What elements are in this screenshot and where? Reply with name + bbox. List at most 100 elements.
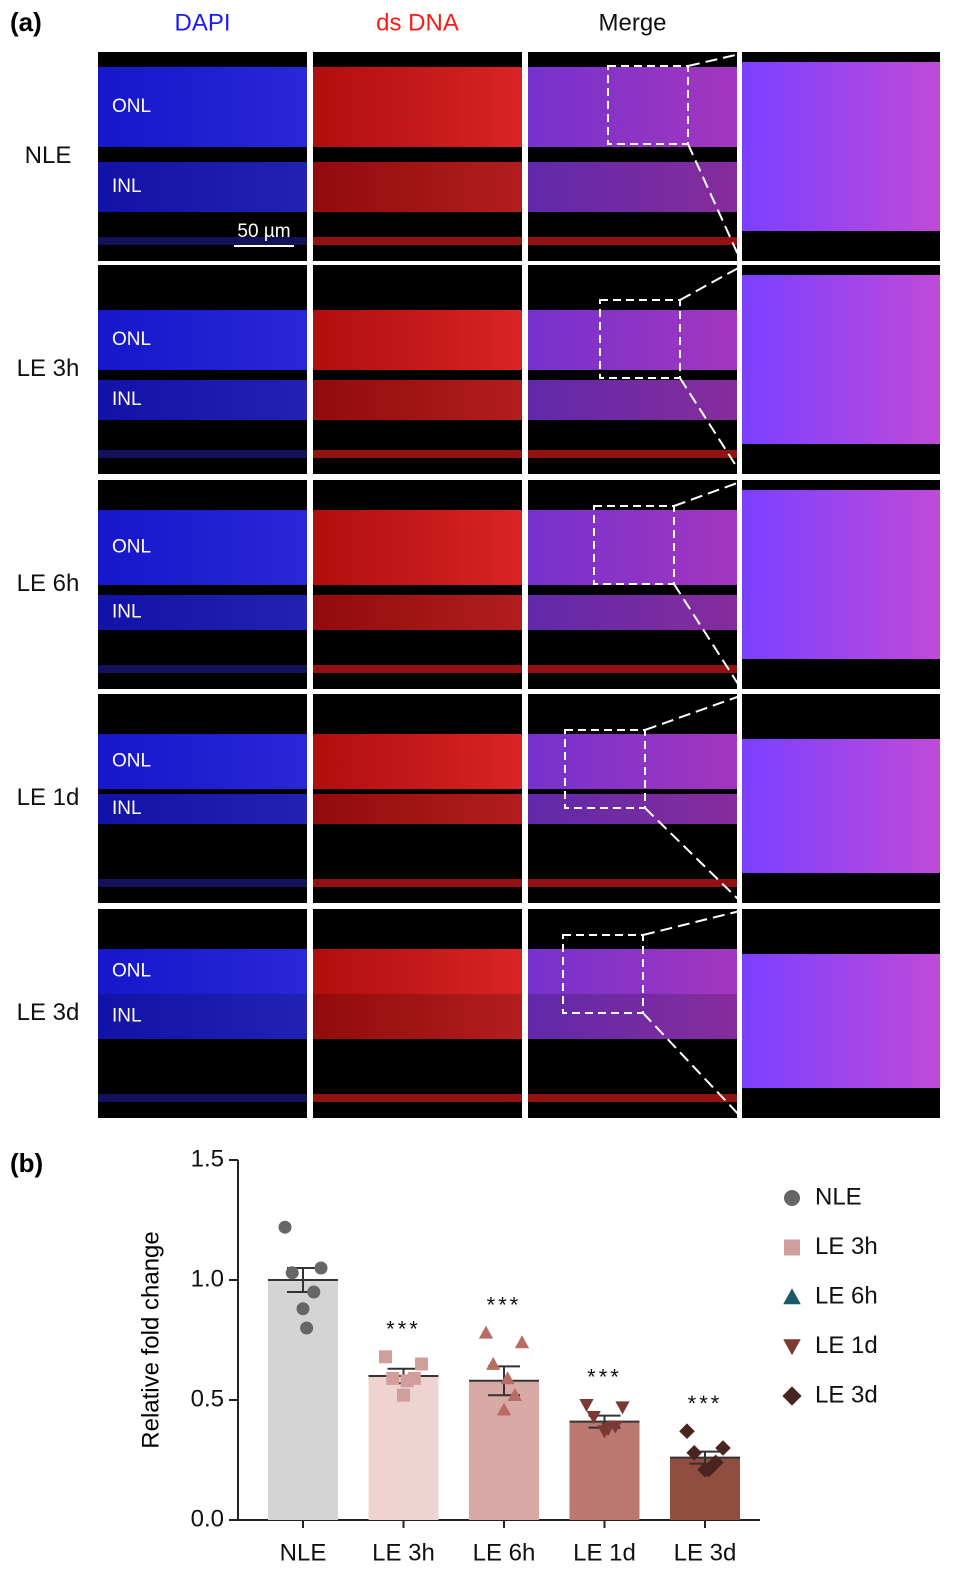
micrograph	[742, 694, 940, 903]
point	[679, 1423, 695, 1439]
zoom-box	[607, 65, 689, 145]
cell-band	[313, 734, 522, 789]
point	[600, 1422, 616, 1436]
x-tick-label: LE 3d	[674, 1539, 737, 1566]
cell-band	[98, 510, 307, 585]
column-header: DAPI	[174, 9, 230, 36]
point	[415, 1357, 428, 1371]
legend-label: LE 1d	[815, 1332, 878, 1359]
cell-band	[528, 665, 737, 673]
layer-label: INL	[112, 1006, 142, 1027]
layer-label: ONL	[112, 961, 151, 982]
zoom-box	[593, 505, 675, 585]
point	[478, 1325, 494, 1339]
micrograph	[98, 909, 307, 1118]
cell-band	[528, 595, 737, 630]
point	[285, 1266, 299, 1280]
point	[496, 1402, 512, 1416]
zoom-line	[679, 377, 741, 473]
cell-band	[98, 949, 307, 994]
significance: ***	[688, 1391, 723, 1416]
cell-band	[98, 994, 307, 1039]
micrograph	[313, 52, 522, 261]
row-label: NLE	[25, 142, 72, 169]
cell-band	[313, 450, 522, 458]
point	[300, 1321, 314, 1335]
legend-marker	[783, 1339, 801, 1356]
micrograph	[742, 480, 940, 689]
layer-label: INL	[112, 176, 142, 197]
cell-band	[528, 879, 737, 887]
point	[586, 1410, 601, 1424]
zoom-fill	[742, 275, 940, 444]
cell-band	[313, 380, 522, 420]
cell-band	[98, 67, 307, 147]
point	[379, 1350, 392, 1364]
cell-band	[98, 450, 307, 458]
cell-band	[313, 310, 522, 370]
cell-band	[98, 734, 307, 789]
row-label: LE 3d	[17, 999, 80, 1026]
cell-band	[98, 1094, 307, 1102]
x-tick-label: LE 3h	[372, 1539, 435, 1566]
micrograph	[528, 694, 737, 903]
zoom-line	[679, 266, 741, 301]
y-tick-label: 1.0	[191, 1265, 224, 1292]
cell-band	[98, 237, 307, 245]
cell-band	[313, 67, 522, 147]
point	[397, 1388, 410, 1402]
x-tick-label: NLE	[280, 1539, 327, 1566]
cell-band	[313, 879, 522, 887]
zoom-box	[562, 934, 644, 1014]
point	[700, 1461, 717, 1478]
legend-marker	[783, 1288, 801, 1305]
cell-band	[528, 1094, 737, 1102]
zoom-line	[687, 143, 741, 260]
layer-label: INL	[112, 798, 142, 819]
layer-label: ONL	[112, 96, 151, 117]
error-bar	[569, 1414, 640, 1429]
cell-band	[98, 162, 307, 212]
column-header: Merge	[598, 9, 666, 36]
significance: ***	[487, 1293, 522, 1318]
layer-label: ONL	[112, 329, 151, 350]
micrograph	[528, 52, 737, 261]
layer-label: ONL	[112, 537, 151, 558]
y-tick-label: 0.5	[191, 1385, 224, 1412]
significance: ***	[386, 1317, 421, 1342]
zoom-line	[642, 1012, 741, 1117]
cell-band	[528, 237, 737, 245]
cell-band	[313, 510, 522, 585]
error-bar	[670, 1450, 740, 1465]
cell-band	[528, 380, 737, 420]
x-tick-label: LE 6h	[473, 1539, 536, 1566]
zoom-line	[673, 481, 741, 507]
point	[307, 1285, 321, 1299]
cell-band	[313, 994, 522, 1039]
cell-band	[98, 794, 307, 824]
micrograph	[98, 52, 307, 261]
y-tick-label: 0.0	[191, 1505, 224, 1532]
zoom-box	[564, 729, 646, 809]
zoom-fill	[742, 954, 940, 1088]
micrograph	[98, 480, 307, 689]
row-label: LE 3h	[17, 355, 80, 382]
zoom-line	[644, 807, 741, 902]
panel-label: (b)	[10, 1148, 43, 1178]
scale-bar-label: 50 µm	[237, 221, 290, 242]
cell-band	[98, 310, 307, 370]
row-label: LE 1d	[17, 784, 80, 811]
zoom-line	[687, 53, 741, 67]
error-bar	[268, 1267, 338, 1293]
point	[400, 1374, 414, 1388]
panel-label: (a)	[10, 7, 42, 37]
cell-band	[313, 794, 522, 824]
layer-label: INL	[112, 389, 142, 410]
zoom-fill	[742, 739, 940, 873]
cell-band	[528, 67, 737, 147]
cell-band	[528, 734, 737, 789]
cell-band	[313, 595, 522, 630]
zoom-box	[599, 299, 681, 379]
